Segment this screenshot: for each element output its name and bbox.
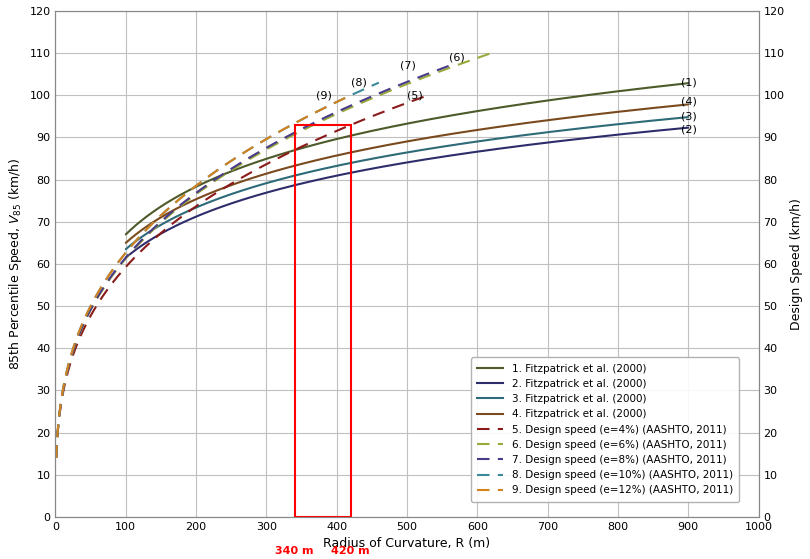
6. Design speed (e=6%) (AASHTO, 2011)	[51, 454, 61, 461]
5. Design speed (e=4%) (AASHTO, 2011)	[89, 306, 99, 313]
Text: (2): (2)	[681, 124, 697, 134]
6. Design speed (e=6%) (AASHTO, 2011)	[243, 157, 253, 163]
4. Fitzpatrick et al. (2000)	[348, 149, 358, 155]
5. Design speed (e=4%) (AASHTO, 2011)	[307, 139, 317, 145]
Line: 8. Design speed (e=10%) (AASHTO, 2011): 8. Design speed (e=10%) (AASHTO, 2011)	[56, 83, 379, 458]
1. Fitzpatrick et al. (2000)	[684, 80, 693, 87]
8. Design speed (e=10%) (AASHTO, 2011)	[309, 110, 318, 117]
7. Design speed (e=8%) (AASHTO, 2011)	[445, 63, 454, 69]
3. Fitzpatrick et al. (2000)	[121, 246, 130, 253]
Y-axis label: Design Speed (km/h): Design Speed (km/h)	[790, 198, 803, 330]
Text: 340 m: 340 m	[275, 547, 313, 556]
Line: 3. Fitzpatrick et al. (2000): 3. Fitzpatrick et al. (2000)	[126, 117, 688, 249]
Text: (8): (8)	[351, 78, 367, 88]
5. Design speed (e=4%) (AASHTO, 2011)	[424, 92, 433, 98]
6. Design speed (e=6%) (AASHTO, 2011)	[487, 50, 497, 56]
9. Design speed (e=12%) (AASHTO, 2011)	[82, 311, 92, 318]
Line: 4. Fitzpatrick et al. (2000): 4. Fitzpatrick et al. (2000)	[126, 105, 688, 243]
5. Design speed (e=4%) (AASHTO, 2011)	[202, 196, 211, 202]
8. Design speed (e=10%) (AASHTO, 2011)	[303, 113, 313, 120]
2. Fitzpatrick et al. (2000)	[348, 169, 358, 176]
1. Fitzpatrick et al. (2000)	[369, 127, 378, 134]
Line: 5. Design speed (e=4%) (AASHTO, 2011): 5. Design speed (e=4%) (AASHTO, 2011)	[56, 95, 428, 458]
9. Design speed (e=12%) (AASHTO, 2011)	[170, 199, 180, 206]
6. Design speed (e=6%) (AASHTO, 2011)	[96, 290, 105, 296]
8. Design speed (e=10%) (AASHTO, 2011)	[84, 306, 94, 312]
1. Fitzpatrick et al. (2000)	[560, 95, 569, 102]
1. Fitzpatrick et al. (2000)	[178, 190, 188, 197]
3. Fitzpatrick et al. (2000)	[507, 134, 517, 140]
Text: (5): (5)	[407, 90, 423, 100]
4. Fitzpatrick et al. (2000)	[684, 101, 693, 108]
3. Fitzpatrick et al. (2000)	[348, 159, 358, 166]
3. Fitzpatrick et al. (2000)	[369, 155, 378, 162]
Text: (6): (6)	[450, 53, 465, 62]
2. Fitzpatrick et al. (2000)	[684, 124, 693, 131]
7. Design speed (e=8%) (AASHTO, 2011)	[364, 94, 374, 101]
9. Design speed (e=12%) (AASHTO, 2011)	[51, 454, 61, 461]
9. Design speed (e=12%) (AASHTO, 2011)	[254, 140, 263, 147]
8. Design speed (e=10%) (AASHTO, 2011)	[194, 181, 203, 187]
5. Design speed (e=4%) (AASHTO, 2011)	[348, 121, 358, 127]
5. Design speed (e=4%) (AASHTO, 2011)	[215, 187, 225, 194]
Text: (1): (1)	[681, 78, 697, 88]
3. Fitzpatrick et al. (2000)	[684, 114, 693, 121]
Bar	[295, 125, 351, 517]
6. Design speed (e=6%) (AASHTO, 2011)	[228, 167, 237, 173]
2. Fitzpatrick et al. (2000)	[121, 254, 130, 261]
Text: (3): (3)	[681, 111, 697, 121]
7. Design speed (e=8%) (AASHTO, 2011)	[211, 176, 220, 183]
Legend: 1. Fitzpatrick et al. (2000), 2. Fitzpatrick et al. (2000), 3. Fitzpatrick et al: 1. Fitzpatrick et al. (2000), 2. Fitzpat…	[471, 357, 740, 501]
9. Design speed (e=12%) (AASHTO, 2011)	[281, 125, 291, 131]
2. Fitzpatrick et al. (2000)	[507, 144, 517, 150]
Text: (9): (9)	[316, 90, 331, 100]
4. Fitzpatrick et al. (2000)	[178, 202, 188, 209]
1. Fitzpatrick et al. (2000)	[507, 102, 517, 109]
7. Design speed (e=8%) (AASHTO, 2011)	[92, 296, 101, 302]
9. Design speed (e=12%) (AASHTO, 2011)	[287, 122, 296, 129]
3. Fitzpatrick et al. (2000)	[569, 126, 579, 132]
Y-axis label: 85th Percentile Speed, $V_{85}$ (km/h): 85th Percentile Speed, $V_{85}$ (km/h)	[7, 158, 24, 370]
5. Design speed (e=4%) (AASHTO, 2011)	[341, 124, 351, 130]
4. Fitzpatrick et al. (2000)	[369, 144, 378, 151]
9. Design speed (e=12%) (AASHTO, 2011)	[346, 92, 356, 98]
Line: 7. Design speed (e=8%) (AASHTO, 2011): 7. Design speed (e=8%) (AASHTO, 2011)	[56, 66, 450, 458]
2. Fitzpatrick et al. (2000)	[369, 165, 378, 172]
3. Fitzpatrick et al. (2000)	[178, 210, 188, 217]
3. Fitzpatrick et al. (2000)	[560, 127, 569, 134]
Text: (7): (7)	[400, 61, 416, 71]
4. Fitzpatrick et al. (2000)	[507, 122, 517, 129]
Line: 9. Design speed (e=12%) (AASHTO, 2011): 9. Design speed (e=12%) (AASHTO, 2011)	[56, 95, 351, 458]
8. Design speed (e=10%) (AASHTO, 2011)	[273, 129, 283, 136]
8. Design speed (e=10%) (AASHTO, 2011)	[181, 190, 191, 197]
2. Fitzpatrick et al. (2000)	[560, 137, 569, 144]
7. Design speed (e=8%) (AASHTO, 2011)	[224, 167, 234, 173]
2. Fitzpatrick et al. (2000)	[178, 219, 188, 226]
1. Fitzpatrick et al. (2000)	[121, 231, 130, 238]
7. Design speed (e=8%) (AASHTO, 2011)	[358, 97, 368, 104]
2. Fitzpatrick et al. (2000)	[569, 136, 579, 143]
4. Fitzpatrick et al. (2000)	[569, 113, 579, 120]
Line: 1. Fitzpatrick et al. (2000): 1. Fitzpatrick et al. (2000)	[126, 83, 688, 234]
1. Fitzpatrick et al. (2000)	[348, 132, 358, 139]
4. Fitzpatrick et al. (2000)	[560, 115, 569, 121]
4. Fitzpatrick et al. (2000)	[121, 239, 130, 246]
8. Design speed (e=10%) (AASHTO, 2011)	[51, 454, 61, 461]
Text: 420 m: 420 m	[331, 547, 370, 556]
Line: 6. Design speed (e=6%) (AASHTO, 2011): 6. Design speed (e=6%) (AASHTO, 2011)	[56, 53, 492, 458]
9. Design speed (e=12%) (AASHTO, 2011)	[181, 191, 191, 197]
Line: 2. Fitzpatrick et al. (2000): 2. Fitzpatrick et al. (2000)	[126, 127, 688, 258]
8. Design speed (e=10%) (AASHTO, 2011)	[374, 79, 384, 86]
6. Design speed (e=6%) (AASHTO, 2011)	[390, 86, 400, 92]
7. Design speed (e=8%) (AASHTO, 2011)	[322, 113, 331, 120]
Text: (4): (4)	[681, 97, 697, 107]
5. Design speed (e=4%) (AASHTO, 2011)	[51, 454, 61, 461]
6. Design speed (e=6%) (AASHTO, 2011)	[350, 102, 360, 109]
7. Design speed (e=8%) (AASHTO, 2011)	[51, 454, 61, 461]
X-axis label: Radius of Curvature, R (m): Radius of Curvature, R (m)	[323, 537, 491, 551]
1. Fitzpatrick et al. (2000)	[569, 93, 579, 100]
6. Design speed (e=6%) (AASHTO, 2011)	[399, 82, 408, 89]
